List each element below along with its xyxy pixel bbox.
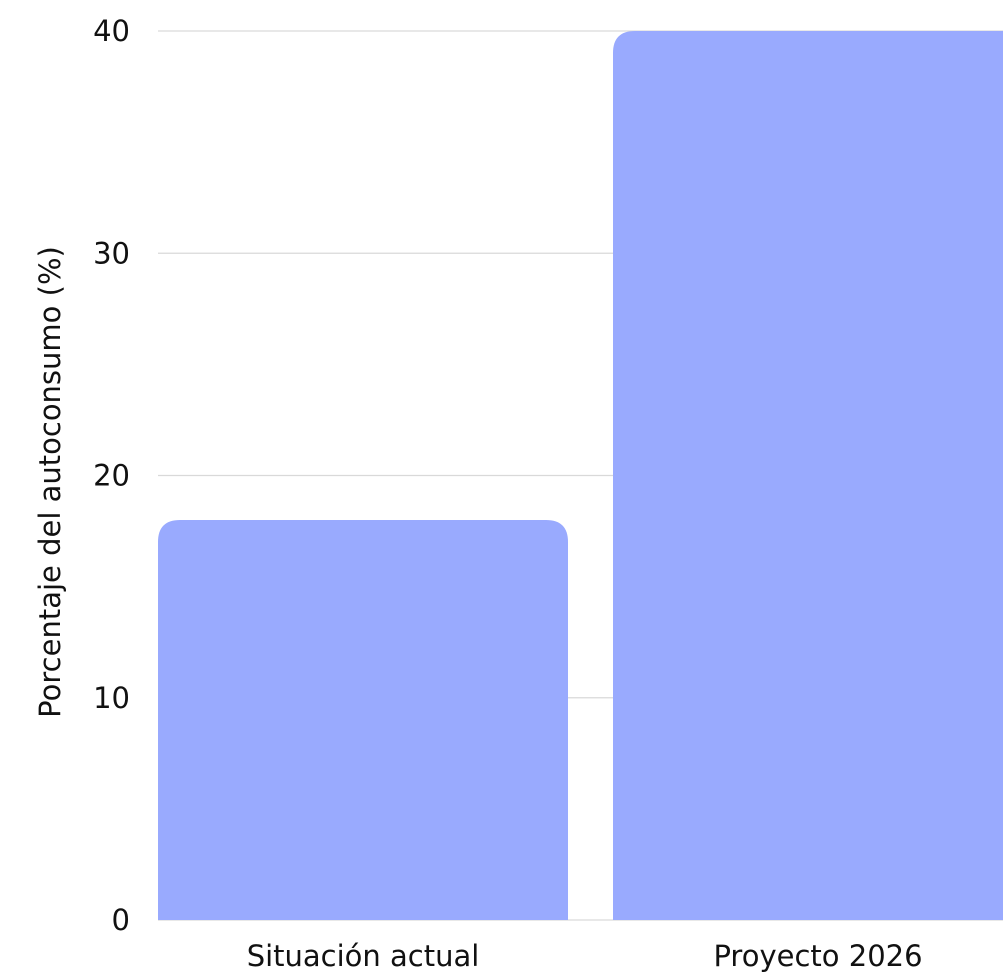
- y-tick-label: 20: [93, 459, 130, 493]
- y-axis-ticks: 0 10 20 30 40: [93, 14, 130, 937]
- x-tick-label: Proyecto 2026: [713, 939, 922, 973]
- y-axis-title: Porcentaje del autoconsumo (%): [33, 246, 67, 718]
- x-axis-ticks: Situación actual Proyecto 2026: [247, 939, 923, 973]
- bars: [158, 31, 1003, 920]
- x-tick-label: Situación actual: [247, 939, 480, 973]
- y-tick-label: 10: [93, 681, 130, 715]
- bar-0: [158, 519, 568, 920]
- y-tick-label: 30: [93, 236, 130, 270]
- bar-1: [613, 31, 1003, 920]
- y-tick-label: 0: [112, 903, 130, 937]
- y-tick-label: 40: [93, 14, 130, 48]
